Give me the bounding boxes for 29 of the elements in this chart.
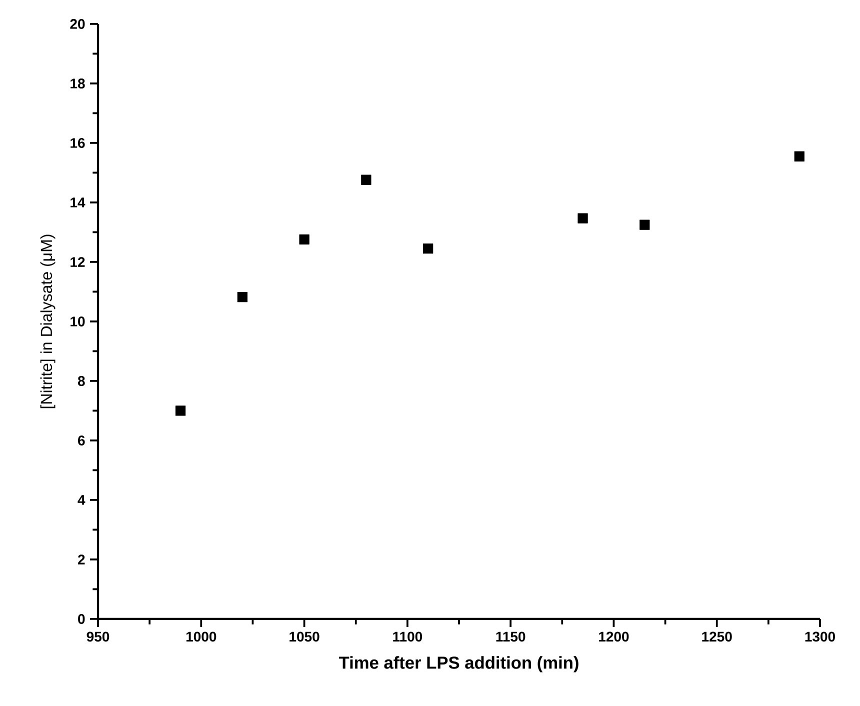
y-tick-label: 0 — [78, 614, 85, 624]
x-tick-label: 1000 — [186, 632, 216, 642]
y-tick-label: 2 — [78, 554, 85, 564]
y-tick-label: 14 — [70, 198, 86, 208]
x-tick-label: 1050 — [290, 632, 320, 642]
y-tick-label: 20 — [70, 19, 85, 29]
y-axis-title: [Nitrite] in Dialysate (μM) — [40, 234, 56, 408]
x-tick-label: 1250 — [702, 632, 732, 642]
point — [422, 244, 434, 254]
point — [361, 174, 372, 185]
x-tick-label: 950 — [86, 632, 110, 642]
y-tick-label: 6 — [78, 436, 85, 446]
point — [640, 220, 650, 230]
x-tick-label: 1150 — [496, 632, 526, 642]
point — [299, 234, 310, 244]
y-tick-label: 16 — [70, 138, 85, 148]
y-tick-label: 18 — [70, 78, 85, 88]
x-axis-title: Time after LPS addition (min) — [338, 656, 578, 672]
x-tick-label: 1300 — [805, 632, 835, 642]
y-tick-label: 4 — [78, 495, 86, 505]
point — [794, 151, 804, 162]
y-tick-label: 12 — [70, 257, 85, 267]
point — [578, 213, 588, 224]
x-tick-label: 1200 — [599, 632, 629, 642]
point — [175, 406, 186, 416]
y-tick-label: 8 — [78, 376, 85, 386]
point — [237, 292, 248, 302]
x-tick-label: 1100 — [393, 632, 422, 642]
y-tick-label: 10 — [70, 316, 85, 326]
